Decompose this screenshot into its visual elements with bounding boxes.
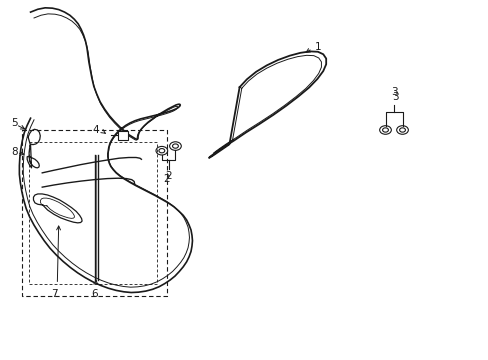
Text: 4: 4 bbox=[92, 125, 99, 135]
Text: 3: 3 bbox=[390, 87, 397, 97]
Text: 2: 2 bbox=[163, 174, 170, 184]
Text: 3: 3 bbox=[391, 92, 398, 102]
FancyBboxPatch shape bbox=[118, 131, 127, 140]
Text: 6: 6 bbox=[91, 289, 98, 299]
Text: 2: 2 bbox=[165, 171, 172, 181]
Text: 5: 5 bbox=[11, 118, 18, 128]
Text: 7: 7 bbox=[51, 289, 58, 299]
Text: 8: 8 bbox=[11, 147, 18, 157]
Text: 1: 1 bbox=[314, 42, 321, 52]
